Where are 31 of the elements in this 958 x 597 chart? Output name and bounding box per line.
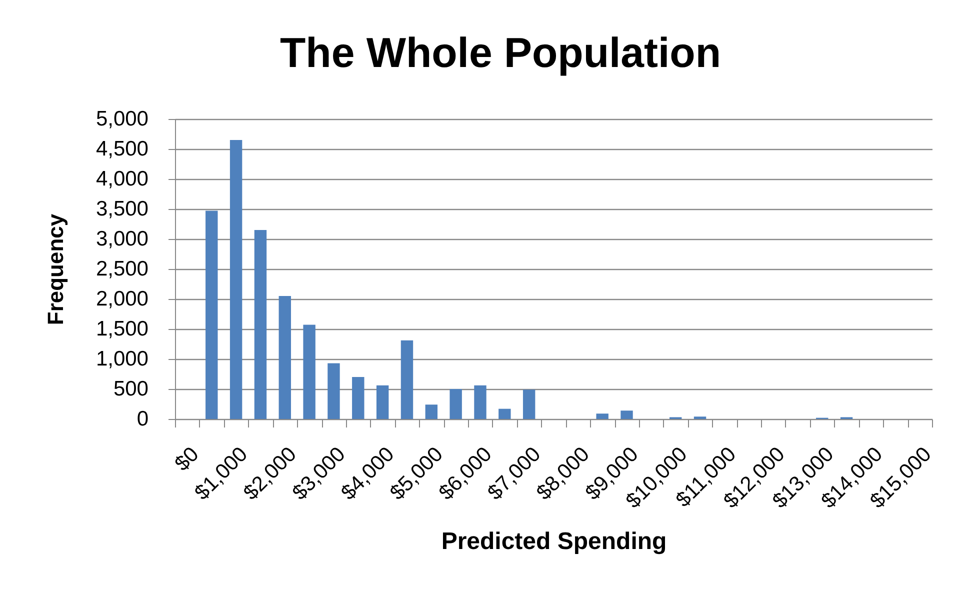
chart-title: The Whole Population xyxy=(280,29,721,76)
y-axis-title: Frequency xyxy=(42,213,68,326)
bar xyxy=(400,340,414,419)
bar xyxy=(230,140,242,419)
bar xyxy=(596,414,608,419)
bar xyxy=(303,324,316,419)
x-axis-title: Predicted Spending xyxy=(441,528,667,556)
y-tick-label: 2,000 xyxy=(96,288,148,310)
bar xyxy=(425,404,438,419)
y-tick-label: 1,500 xyxy=(96,318,148,340)
bar xyxy=(352,377,364,419)
bar xyxy=(498,408,511,419)
bar xyxy=(254,230,267,419)
x-tick-label: $0 xyxy=(170,442,204,476)
bar xyxy=(474,385,486,419)
y-tick-label: 3,500 xyxy=(96,198,148,220)
y-tick-label: 1,000 xyxy=(96,348,148,370)
bar xyxy=(278,296,291,419)
bar xyxy=(450,389,462,419)
y-tick-label: 2,500 xyxy=(96,258,148,280)
bar xyxy=(376,385,389,419)
y-tick-label: 4,000 xyxy=(96,168,148,190)
y-tick-label: 500 xyxy=(113,378,148,400)
bar xyxy=(620,410,633,419)
bar xyxy=(206,210,218,419)
bar xyxy=(328,363,340,419)
y-tick-label: 0 xyxy=(136,408,148,430)
y-tick-label: 5,000 xyxy=(96,108,148,130)
y-tick-label: 3,000 xyxy=(96,228,148,250)
y-tick-label: 4,500 xyxy=(96,138,148,160)
bar xyxy=(522,390,536,419)
